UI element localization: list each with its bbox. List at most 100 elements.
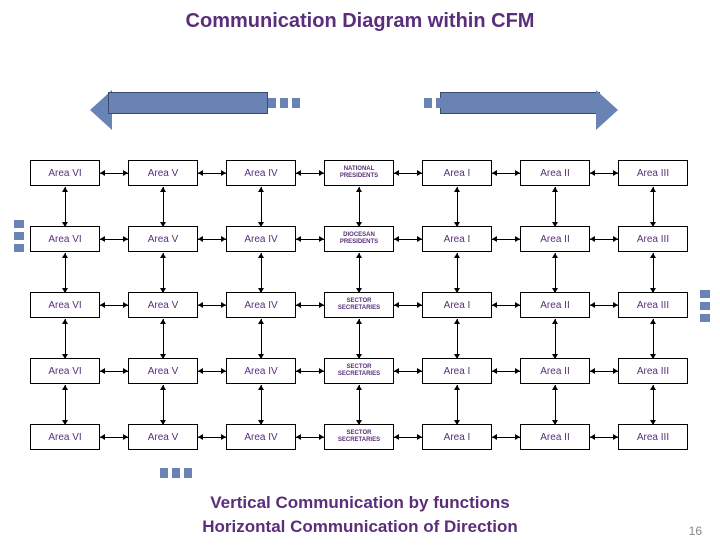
area-node: Area II bbox=[520, 226, 590, 252]
horizontal-connector bbox=[198, 305, 226, 306]
vertical-connector bbox=[65, 253, 66, 293]
vertical-connector bbox=[261, 319, 262, 359]
area-node: Area III bbox=[618, 160, 688, 186]
grid-row: Area VIArea VArea IVSECTOR SECRETARIESAr… bbox=[30, 424, 688, 450]
area-node: Area V bbox=[128, 160, 198, 186]
vertical-connector bbox=[163, 319, 164, 359]
vertical-connector bbox=[457, 187, 458, 227]
area-node: Area II bbox=[520, 160, 590, 186]
horizontal-connector bbox=[296, 239, 324, 240]
vertical-connector bbox=[359, 385, 360, 425]
dash-indicator bbox=[424, 98, 444, 108]
vertical-connector bbox=[555, 253, 556, 293]
horizontal-connector bbox=[590, 437, 618, 438]
area-node: Area IV bbox=[226, 160, 296, 186]
grid-row: Area VI Area V Area IV SECTOR SECRETARIES Ar… bbox=[30, 358, 688, 384]
footer-line-1: Vertical Communication by functions bbox=[0, 493, 720, 513]
center-node: DIOCESAN PRESIDENTS bbox=[324, 226, 394, 252]
area-node: Area IV bbox=[226, 358, 296, 384]
area-node: Area I bbox=[422, 292, 492, 318]
horizontal-connector bbox=[492, 371, 520, 372]
area-node: Area III bbox=[618, 424, 688, 450]
area-node: Area II bbox=[520, 292, 590, 318]
area-node: Area VI bbox=[30, 226, 100, 252]
area-node: Area VI bbox=[30, 160, 100, 186]
page-title: Communication Diagram within CFM bbox=[0, 10, 720, 33]
horizontal-connector bbox=[296, 371, 324, 372]
area-node: Area V bbox=[128, 358, 198, 384]
horizontal-connector bbox=[590, 239, 618, 240]
horizontal-connector bbox=[492, 437, 520, 438]
center-node: SECTOR SECRETARIES bbox=[324, 292, 394, 318]
center-node: SECTOR SECRETARIES bbox=[324, 358, 394, 384]
page-number: 16 bbox=[689, 524, 702, 538]
vertical-connector bbox=[65, 187, 66, 227]
area-node: Area II bbox=[520, 358, 590, 384]
vertical-connector bbox=[555, 385, 556, 425]
horizontal-connector bbox=[394, 239, 422, 240]
vertical-connector bbox=[457, 385, 458, 425]
vertical-connector bbox=[163, 253, 164, 293]
horizontal-connector bbox=[198, 239, 226, 240]
vertical-connector bbox=[457, 253, 458, 293]
area-node: Area V bbox=[128, 292, 198, 318]
vertical-connector bbox=[261, 253, 262, 293]
vertical-connector bbox=[653, 319, 654, 359]
area-node: Area IV bbox=[226, 424, 296, 450]
horizontal-connector bbox=[100, 305, 128, 306]
horizontal-connector bbox=[394, 305, 422, 306]
area-node: Area III bbox=[618, 358, 688, 384]
area-node: Area III bbox=[618, 292, 688, 318]
horizontal-connector bbox=[394, 437, 422, 438]
area-node: Area III bbox=[618, 226, 688, 252]
horizontal-connector bbox=[198, 371, 226, 372]
horizontal-connector bbox=[296, 437, 324, 438]
vertical-connector bbox=[261, 385, 262, 425]
area-node: Area IV bbox=[226, 292, 296, 318]
footer-line-2: Horizontal Communication of Direction bbox=[0, 517, 720, 537]
vertical-connector bbox=[65, 319, 66, 359]
horizontal-connector bbox=[100, 239, 128, 240]
vertical-connector bbox=[555, 319, 556, 359]
horizontal-connector bbox=[492, 305, 520, 306]
area-node: Area V bbox=[128, 226, 198, 252]
area-node: Area VI bbox=[30, 358, 100, 384]
horizontal-connector bbox=[590, 371, 618, 372]
vertical-connector bbox=[653, 253, 654, 293]
area-node: Area VI bbox=[30, 292, 100, 318]
horizontal-connector bbox=[590, 173, 618, 174]
dash-indicator bbox=[160, 468, 192, 478]
area-node: Area V bbox=[128, 424, 198, 450]
grid-row: Area VI Area V Area IV NATIONAL PRESIDENTS A… bbox=[30, 160, 688, 186]
area-node: Area I bbox=[422, 160, 492, 186]
horizontal-connector bbox=[394, 371, 422, 372]
horizontal-connector bbox=[198, 173, 226, 174]
vertical-connector bbox=[261, 187, 262, 227]
vertical-connector bbox=[555, 187, 556, 227]
area-node: Area IV bbox=[226, 226, 296, 252]
center-node: NATIONAL PRESIDENTS bbox=[324, 160, 394, 186]
horizontal-connector bbox=[198, 437, 226, 438]
vertical-connector bbox=[653, 385, 654, 425]
area-node: Area I bbox=[422, 424, 492, 450]
vertical-connector bbox=[457, 319, 458, 359]
horizontal-connector bbox=[492, 173, 520, 174]
grid-row: Area VI Area V Area IV SECTOR SECRETARIES Ar… bbox=[30, 292, 688, 318]
vertical-connector bbox=[359, 187, 360, 227]
area-node: Area II bbox=[520, 424, 590, 450]
vertical-connector bbox=[65, 385, 66, 425]
horizontal-connector bbox=[590, 305, 618, 306]
horizontal-connector bbox=[296, 305, 324, 306]
horizontal-connector bbox=[394, 173, 422, 174]
dash-indicator bbox=[700, 290, 710, 322]
horizontal-connector bbox=[296, 173, 324, 174]
vertical-connector bbox=[163, 187, 164, 227]
vertical-connector bbox=[359, 253, 360, 293]
dash-indicator bbox=[268, 98, 300, 108]
top-arrow-right bbox=[440, 90, 618, 130]
horizontal-connector bbox=[100, 173, 128, 174]
horizontal-connector bbox=[492, 239, 520, 240]
vertical-connector bbox=[653, 187, 654, 227]
vertical-connector bbox=[163, 385, 164, 425]
diagram-grid: Area VI Area V Area IV NATIONAL PRESIDENTS A… bbox=[30, 160, 688, 490]
